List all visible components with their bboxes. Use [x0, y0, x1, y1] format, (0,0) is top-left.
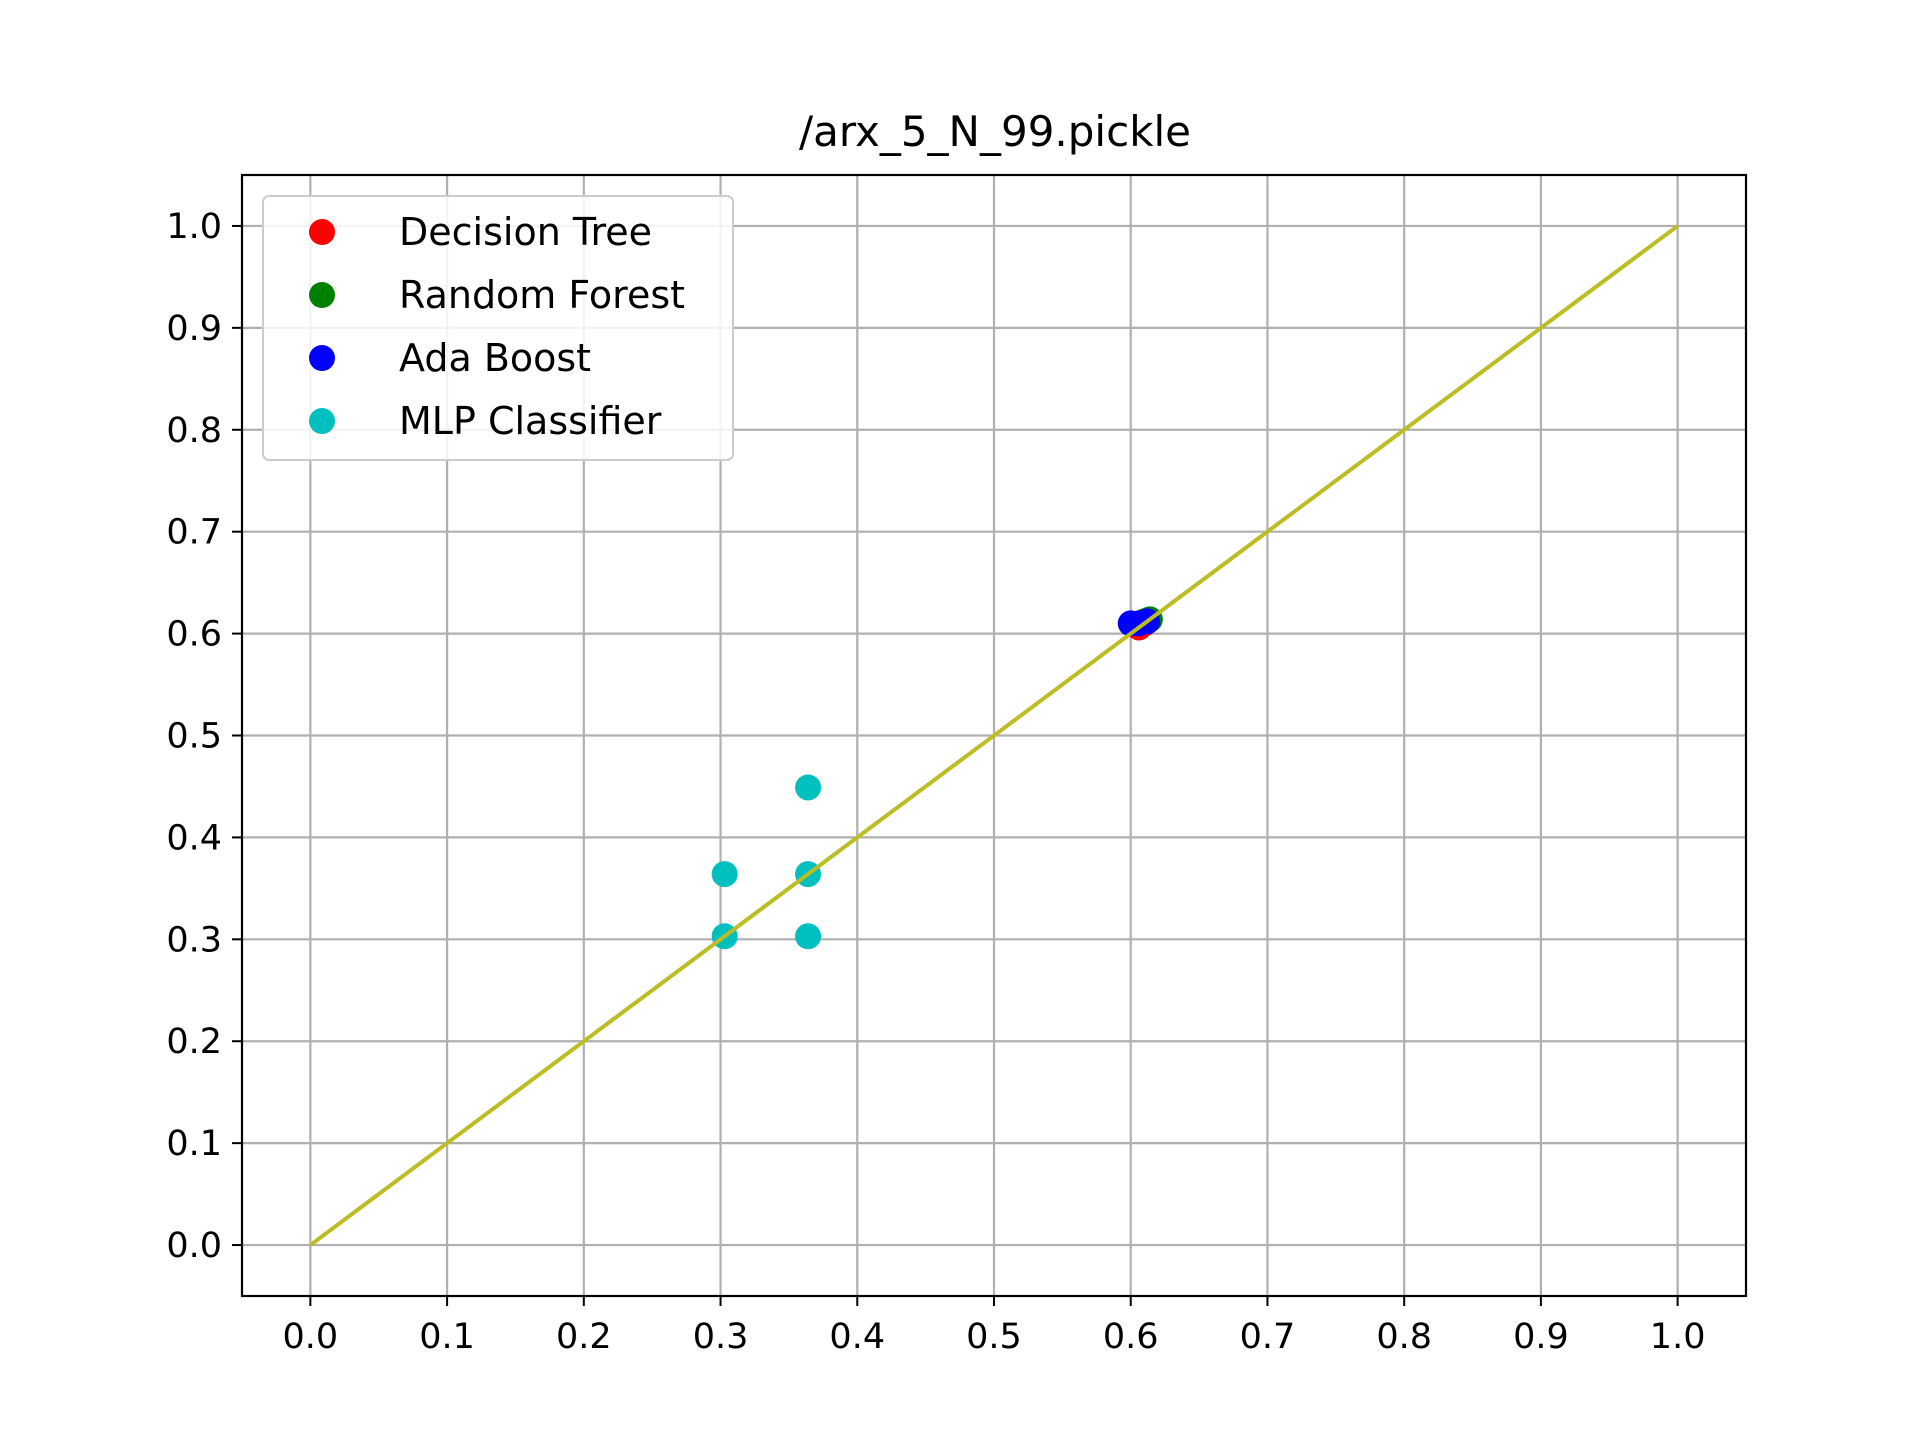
x-tick-label: 1.0: [1650, 1317, 1706, 1357]
legend-marker-ada-boost: [309, 345, 335, 371]
y-tick-label: 0.5: [166, 717, 222, 757]
y-tick-label: 0.7: [166, 513, 222, 553]
reference-line-overlay: [309, 224, 1679, 1247]
legend-marker-mlp-classifier: [309, 408, 335, 434]
x-tick-label: 0.6: [1103, 1317, 1159, 1357]
y-tick-label: 0.2: [166, 1022, 222, 1062]
y-tick-label: 0.3: [166, 920, 222, 960]
legend-marker-decision-tree: [309, 219, 335, 245]
chart-title: /arx_5_N_99.pickle: [799, 107, 1191, 156]
y-tick-label: 0.0: [166, 1226, 222, 1266]
y-tick-label: 0.6: [166, 615, 222, 655]
y-tick-label: 0.8: [166, 411, 222, 451]
x-tick-label: 0.1: [419, 1317, 475, 1357]
y-tick-label: 0.4: [166, 818, 222, 858]
legend-marker-random-forest: [309, 282, 335, 308]
x-tick-label: 0.7: [1240, 1317, 1296, 1357]
legend-label-random-forest: Random Forest: [399, 273, 685, 317]
mlp-classifier-point: [795, 923, 822, 950]
x-tick-label: 0.0: [283, 1317, 339, 1357]
x-tick-label: 0.3: [693, 1317, 749, 1357]
y-tick-label: 1.0: [166, 207, 222, 247]
axis-ticks: 0.0 0.1 0.2 0.3 0.4 0.5 0.6 0.7 0.8 0.9 1.0 0.0 0.1 0…: [166, 207, 1705, 1357]
reference-line: [309, 224, 1679, 1247]
y-tick-label: 0.1: [166, 1124, 222, 1164]
y-tick-label: 0.9: [166, 309, 222, 349]
x-tick-label: 0.8: [1376, 1317, 1432, 1357]
x-tick-label: 0.4: [829, 1317, 885, 1357]
x-tick-label: 0.9: [1513, 1317, 1569, 1357]
mlp-classifier-point: [795, 774, 822, 801]
legend-label-ada-boost: Ada Boost: [399, 336, 591, 380]
mlp-classifier-point: [711, 861, 738, 888]
legend-label-decision-tree: Decision Tree: [399, 210, 652, 254]
legend-label-mlp-classifier: MLP Classifier: [399, 399, 662, 443]
x-tick-label: 0.2: [556, 1317, 612, 1357]
legend-box: [262, 195, 734, 461]
legend: Decision Tree Random Forest Ada Boost MLP C…: [262, 195, 734, 461]
x-tick-label: 0.5: [966, 1317, 1022, 1357]
